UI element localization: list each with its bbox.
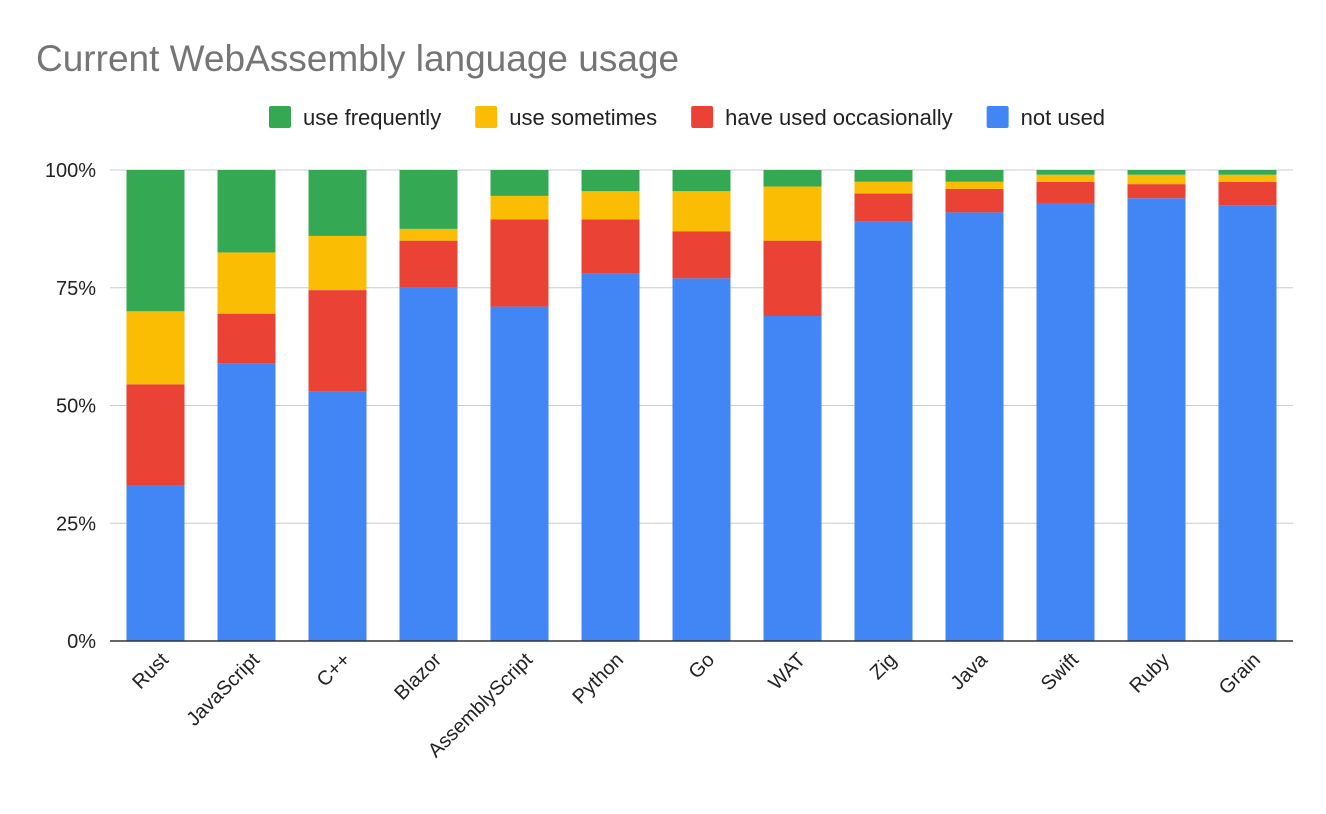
bar-swift-not-used — [1036, 202, 1095, 641]
legend-item-use-sometimes: use sometimes — [475, 105, 657, 130]
bars — [126, 170, 1277, 641]
bar-rust-not-used — [126, 485, 185, 641]
bar-rust-use-frequently — [126, 170, 185, 312]
bar-assemblyscript-not-used — [490, 306, 549, 641]
bar-ruby-not-used — [1127, 198, 1186, 641]
x-tick-label-zig: Zig — [866, 649, 901, 684]
legend-item-use-frequently: use frequently — [269, 105, 441, 130]
bar-assemblyscript-use-sometimes — [490, 195, 549, 220]
bar-ruby-use-frequently — [1127, 170, 1186, 175]
bar-java-have-used-occasionally — [945, 188, 1004, 213]
legend-label: not used — [1021, 105, 1105, 130]
bar-go-not-used — [672, 278, 731, 641]
bar-java-use-frequently — [945, 170, 1004, 182]
bar-javascript-have-used-occasionally — [217, 313, 276, 364]
legend-swatch — [475, 106, 498, 128]
bar-assemblyscript-use-frequently — [490, 170, 549, 196]
y-axis: 0% 25% 50% 75% 100% — [45, 160, 96, 653]
bar-grain-not-used — [1218, 205, 1277, 641]
x-tick-label-java: Java — [947, 648, 993, 694]
x-tick-label-grain: Grain — [1215, 649, 1265, 699]
bar-rust-have-used-occasionally — [126, 384, 185, 486]
bar-blazor-use-sometimes — [399, 228, 458, 241]
y-tick-label: 75% — [56, 278, 96, 300]
legend-label: have used occasionally — [725, 105, 952, 130]
bar-c-have-used-occasionally — [308, 290, 367, 392]
x-tick-label-wat: WAT — [765, 649, 810, 694]
legend-label: use sometimes — [509, 105, 657, 130]
legend-item-not-used: not used — [986, 105, 1105, 130]
bar-zig-use-sometimes — [854, 181, 913, 194]
bar-go-use-frequently — [672, 170, 731, 192]
legend-item-have-used-occasionally: have used occasionally — [691, 105, 953, 130]
bar-wat-use-frequently — [763, 170, 822, 187]
bar-blazor-have-used-occasionally — [399, 240, 458, 288]
bar-blazor-use-frequently — [399, 170, 458, 229]
bar-grain-use-sometimes — [1218, 174, 1277, 182]
bar-c-not-used — [308, 391, 367, 641]
bar-java-not-used — [945, 212, 1004, 641]
bar-rust-use-sometimes — [126, 311, 185, 385]
bar-zig-have-used-occasionally — [854, 193, 913, 222]
bar-python-use-sometimes — [581, 191, 640, 220]
bar-ruby-use-sometimes — [1127, 174, 1186, 185]
x-tick-label-ruby: Ruby — [1125, 649, 1174, 698]
bar-python-not-used — [581, 273, 640, 641]
bar-wat-not-used — [763, 316, 822, 641]
x-tick-label-go: Go — [685, 649, 719, 683]
bar-grain-have-used-occasionally — [1218, 181, 1277, 206]
y-tick-label: 0% — [67, 631, 96, 653]
legend-label: use frequently — [303, 105, 441, 130]
legend: use frequently use sometimes have used occ… — [269, 105, 1105, 130]
bar-c-use-frequently — [308, 170, 367, 236]
bar-blazor-not-used — [399, 287, 458, 641]
bar-swift-use-sometimes — [1036, 174, 1095, 182]
bar-javascript-use-sometimes — [217, 252, 276, 314]
bar-swift-use-frequently — [1036, 170, 1095, 175]
chart-title: Current WebAssembly language usage — [36, 38, 679, 79]
x-tick-label-blazor: Blazor — [390, 649, 446, 705]
bar-java-use-sometimes — [945, 181, 1004, 189]
bar-swift-have-used-occasionally — [1036, 181, 1095, 203]
x-tick-label-c: C++ — [313, 649, 355, 691]
bar-javascript-use-frequently — [217, 170, 276, 253]
bar-zig-not-used — [854, 221, 913, 641]
legend-swatch — [986, 106, 1009, 128]
bar-ruby-have-used-occasionally — [1127, 184, 1186, 199]
y-tick-label: 50% — [56, 396, 96, 418]
bar-javascript-not-used — [217, 363, 276, 641]
bar-grain-use-frequently — [1218, 170, 1277, 175]
bar-go-have-used-occasionally — [672, 231, 731, 279]
x-tick-label-rust: Rust — [128, 649, 173, 694]
legend-swatch — [269, 106, 291, 128]
y-tick-label: 100% — [45, 160, 96, 182]
bar-python-have-used-occasionally — [581, 219, 640, 274]
x-tick-label-python: Python — [568, 649, 628, 709]
bar-go-use-sometimes — [672, 191, 731, 232]
bar-wat-have-used-occasionally — [763, 240, 822, 317]
bar-c-use-sometimes — [308, 235, 367, 291]
x-tick-label-swift: Swift — [1037, 649, 1084, 696]
bar-zig-use-frequently — [854, 170, 913, 182]
legend-swatch — [691, 106, 714, 128]
y-tick-label: 25% — [56, 513, 96, 535]
bar-assemblyscript-have-used-occasionally — [490, 219, 549, 307]
x-tick-label-javascript: JavaScript — [182, 649, 264, 731]
bar-wat-use-sometimes — [763, 186, 822, 241]
bar-python-use-frequently — [581, 170, 640, 192]
